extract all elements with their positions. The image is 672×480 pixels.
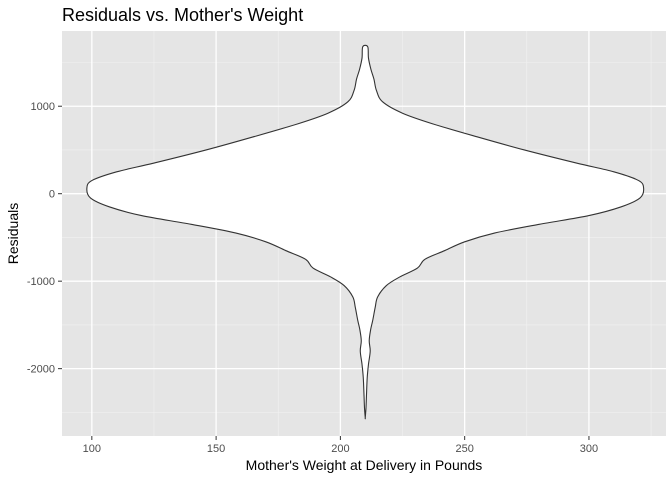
y-tick-label: 1000 — [31, 101, 55, 113]
x-axis-title: Mother's Weight at Delivery in Pounds — [246, 457, 483, 473]
y-axis: 1000 0 -1000 -2000 — [27, 101, 62, 376]
chart-title: Residuals vs. Mother's Weight — [62, 5, 303, 25]
y-tick-label: -2000 — [27, 364, 55, 376]
violin-shape — [86, 44, 645, 420]
x-tick-label: 300 — [580, 443, 598, 455]
x-tick-label: 150 — [207, 443, 225, 455]
x-axis: 100 150 200 250 300 — [83, 436, 598, 455]
x-tick-label: 200 — [331, 443, 349, 455]
x-tick-label: 250 — [455, 443, 473, 455]
x-tick-label: 100 — [83, 443, 101, 455]
y-axis-title: Residuals — [5, 203, 21, 264]
y-tick-label: 0 — [49, 189, 55, 201]
y-tick-label: -1000 — [27, 276, 55, 288]
